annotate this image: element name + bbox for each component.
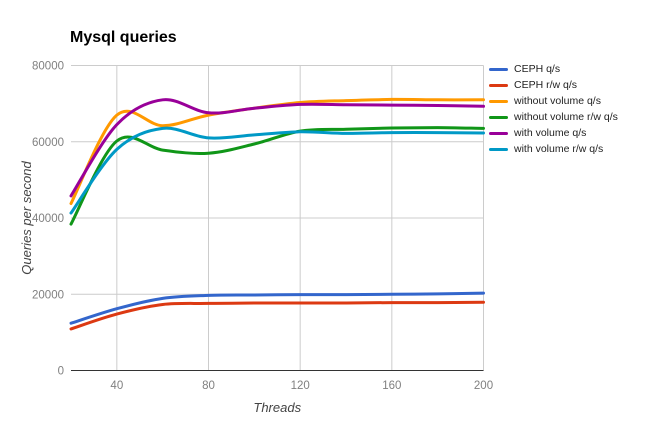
legend-label: without volume q/s bbox=[514, 95, 601, 107]
y-tick-label: 80000 bbox=[32, 61, 64, 73]
series-line bbox=[69, 291, 485, 325]
y-tick-label: 40000 bbox=[32, 213, 64, 225]
legend-item: with volume q/s bbox=[489, 125, 618, 141]
x-tick-label: 160 bbox=[382, 380, 401, 392]
legend: CEPH q/s CEPH r/w q/s without volume q/s wi… bbox=[489, 61, 618, 157]
chart-title: Mysql queries bbox=[70, 29, 177, 46]
legend-item: CEPH q/s bbox=[489, 61, 618, 77]
legend-swatch bbox=[489, 115, 508, 119]
legend-swatch bbox=[489, 67, 508, 71]
legend-swatch bbox=[489, 131, 508, 135]
legend-item: CEPH r/w q/s bbox=[489, 77, 618, 93]
legend-label: without volume r/w q/s bbox=[514, 111, 618, 123]
x-tick-label: 200 bbox=[474, 380, 493, 392]
y-axis-title: Queries per second bbox=[19, 161, 34, 275]
series-line bbox=[69, 126, 485, 215]
series-line bbox=[69, 98, 485, 198]
legend-swatch bbox=[489, 147, 508, 151]
x-axis-title: Threads bbox=[253, 400, 301, 415]
legend-item: without volume r/w q/s bbox=[489, 109, 618, 125]
series-line bbox=[69, 300, 485, 331]
legend-swatch bbox=[489, 99, 508, 103]
x-tick-label: 40 bbox=[110, 380, 123, 392]
legend-item: without volume q/s bbox=[489, 93, 618, 109]
legend-swatch bbox=[489, 83, 508, 87]
y-tick-label: 0 bbox=[58, 366, 64, 378]
legend-label: with volume r/w q/s bbox=[514, 143, 604, 155]
series-line bbox=[69, 126, 485, 226]
series-line bbox=[69, 97, 485, 206]
x-tick-label: 80 bbox=[202, 380, 215, 392]
legend-item: with volume r/w q/s bbox=[489, 141, 618, 157]
legend-label: CEPH r/w q/s bbox=[514, 79, 578, 91]
legend-label: CEPH q/s bbox=[514, 63, 561, 75]
x-tick-label: 120 bbox=[291, 380, 310, 392]
legend-label: with volume q/s bbox=[514, 127, 587, 139]
y-tick-label: 20000 bbox=[32, 289, 64, 301]
y-tick-label: 60000 bbox=[32, 137, 64, 149]
